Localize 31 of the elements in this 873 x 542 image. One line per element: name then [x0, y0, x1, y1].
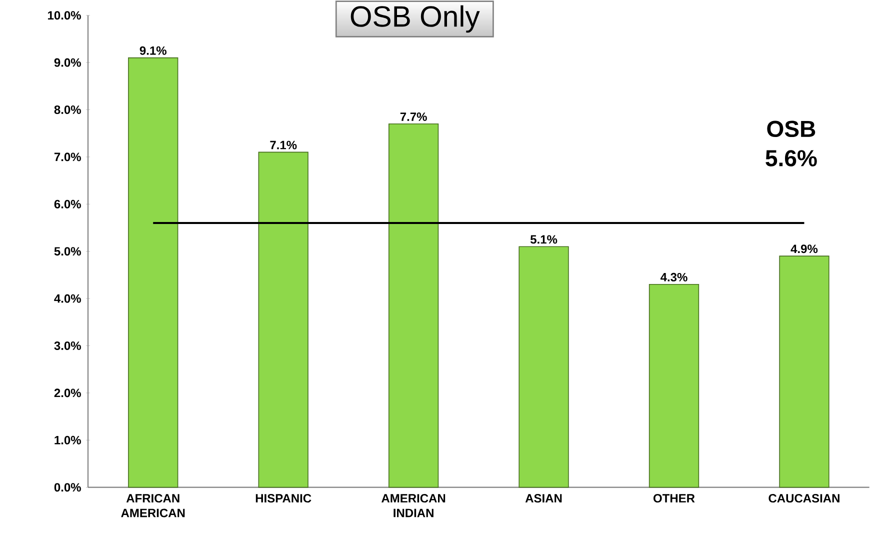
data-label: 4.3% [660, 272, 688, 282]
y-tick-label: 10.0% [48, 11, 81, 20]
x-tick-label: HISPANIC [256, 494, 312, 503]
y-tick-label: 8.0% [54, 105, 81, 114]
data-label: 9.1% [140, 46, 166, 55]
y-tick-label: 3.0% [54, 341, 81, 350]
data-label: 4.9% [790, 244, 818, 254]
bar [518, 246, 569, 488]
x-tick-label: AFRICAN AMERICAN [121, 494, 185, 518]
y-tick-label: 6.0% [54, 200, 81, 208]
bar [388, 123, 439, 488]
chart-title: OSB Only [350, 5, 480, 33]
x-tick-label: CAUCASIAN [768, 494, 840, 503]
data-label: 7.7% [400, 112, 427, 121]
y-tick-label: 4.0% [54, 294, 81, 303]
y-tick-label: 1.0% [54, 436, 81, 444]
data-label: 5.1% [530, 235, 558, 244]
bar [779, 256, 830, 488]
y-tick-label: 5.0% [54, 247, 81, 256]
x-tick-label: ASIAN [525, 494, 562, 503]
data-label: 7.1% [270, 140, 297, 150]
y-tick-label: 7.0% [54, 152, 81, 162]
bar [258, 152, 308, 488]
y-tick-label: 2.0% [54, 388, 81, 398]
x-tick-label: AMERICAN INDIAN [382, 494, 446, 518]
y-tick-label: 0.0% [54, 483, 81, 492]
bar [128, 57, 178, 488]
x-tick-label: OTHER [654, 494, 695, 503]
y-tick-label: 9.0% [54, 58, 81, 67]
ref-line-label: OSB 5.6% [766, 120, 817, 166]
bar [648, 284, 700, 488]
